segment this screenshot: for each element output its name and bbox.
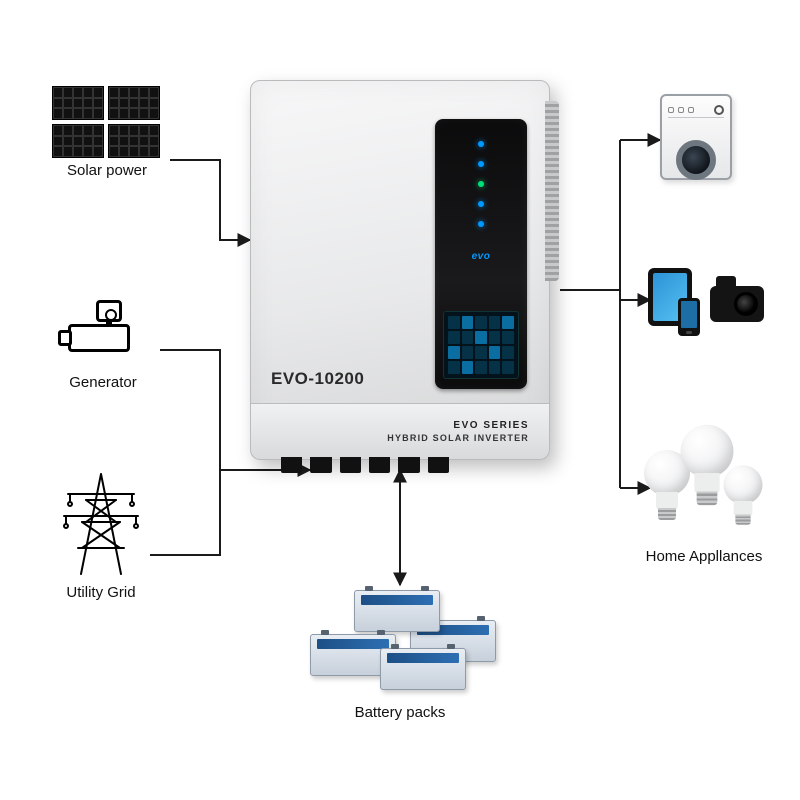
diagram-canvas: evo EVO-10200 EVO SERIES HYBRID SOLAR IN…: [0, 0, 800, 800]
inverter-model-label: EVO-10200: [271, 369, 364, 389]
inverter-front-panel: evo: [435, 119, 527, 389]
inverter-device: evo EVO-10200 EVO SERIES HYBRID SOLAR IN…: [250, 80, 560, 480]
node-washer: [660, 94, 732, 180]
appliances-label: Home Appllances: [646, 548, 763, 565]
inverter-bottom-strip: EVO SERIES HYBRID SOLAR INVERTER: [251, 403, 549, 459]
node-grid: Utility Grid: [56, 470, 146, 601]
node-solar: Solar power: [52, 86, 162, 179]
inverter-lcd: [443, 311, 519, 379]
node-gadgets: [648, 264, 768, 334]
battery-label: Battery packs: [355, 704, 446, 721]
electronics-icon: [648, 264, 768, 334]
light-bulbs-icon: [644, 430, 764, 530]
solar-panel-icon: [52, 86, 162, 158]
grid-label: Utility Grid: [66, 584, 135, 601]
generator-icon: [58, 300, 148, 370]
node-generator: Generator: [58, 300, 148, 391]
washing-machine-icon: [660, 94, 732, 180]
inverter-vent: [545, 101, 559, 281]
node-bulbs: Home Appllances: [644, 430, 764, 565]
battery-pack-icon: [310, 590, 490, 700]
inverter-subtitle-label: HYBRID SOLAR INVERTER: [387, 433, 529, 443]
generator-label: Generator: [69, 374, 137, 391]
solar-label: Solar power: [67, 162, 147, 179]
inverter-brand-mark: evo: [472, 251, 491, 262]
inverter-series-label: EVO SERIES: [453, 420, 529, 431]
node-battery: Battery packs: [310, 590, 490, 721]
inverter-connectors: [281, 457, 449, 473]
utility-grid-icon: [56, 470, 146, 580]
